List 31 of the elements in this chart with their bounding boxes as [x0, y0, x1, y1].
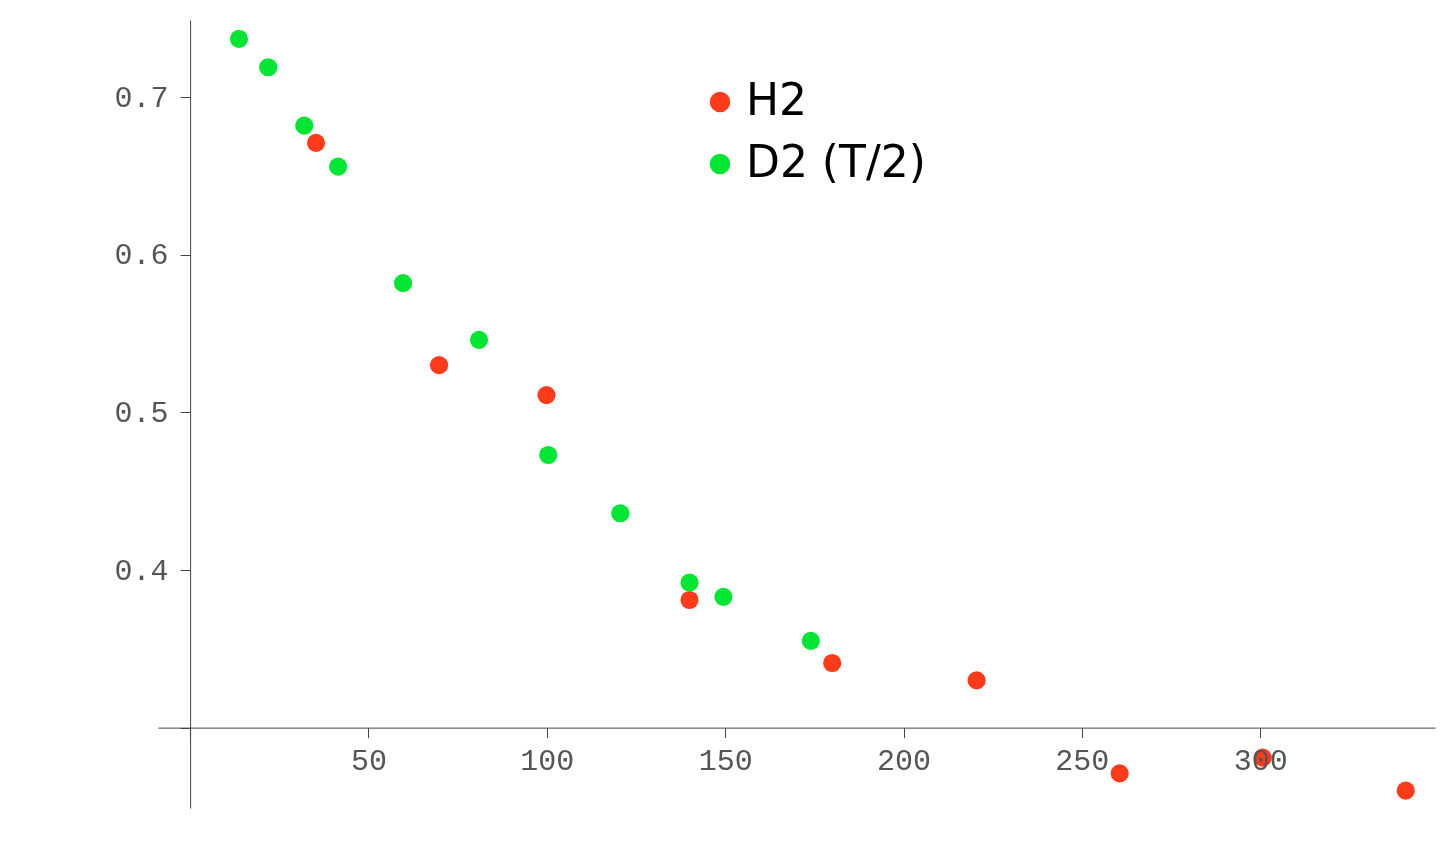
x-tick-label: 150 [698, 745, 753, 780]
point [1110, 764, 1129, 783]
point [680, 573, 699, 592]
point [680, 590, 699, 610]
y-tick-label: 0.5 [114, 396, 169, 431]
point [295, 116, 314, 135]
legend-label: D2 (T/2) [746, 136, 926, 187]
point [259, 58, 278, 77]
legend-label: H2 [746, 74, 808, 125]
x-tick-label: 300 [1233, 745, 1288, 780]
y-tick-label: 0.6 [114, 239, 169, 274]
point [801, 631, 820, 651]
point [329, 157, 348, 176]
point [306, 133, 326, 152]
y-tick-label: 0.7 [114, 81, 169, 116]
point [430, 356, 449, 375]
x-tick-label: 250 [1055, 745, 1110, 780]
point [714, 587, 733, 606]
point [823, 653, 842, 673]
x-tick-label: 200 [877, 745, 932, 780]
y-tick-label: 0.4 [114, 554, 169, 589]
point [537, 386, 556, 405]
x-tick-label: 100 [520, 745, 575, 780]
point [393, 274, 413, 293]
point [967, 671, 986, 690]
x-tick-label: 50 [350, 745, 387, 780]
point [539, 445, 558, 465]
point [1396, 781, 1415, 800]
point [469, 330, 489, 349]
point [229, 29, 249, 48]
point [611, 504, 630, 523]
